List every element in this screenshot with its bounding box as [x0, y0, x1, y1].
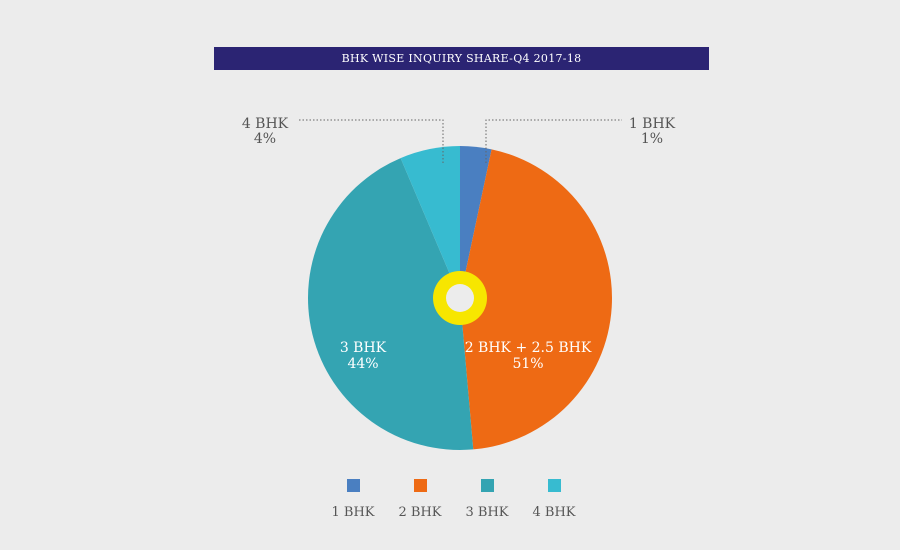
legend: 1 BHK 2 BHK 3 BHK 4 BHK: [318, 478, 598, 528]
legend-label-3bhk: 3 BHK: [465, 505, 509, 520]
label-value-1bhk: 1%: [641, 131, 663, 147]
chart-title: BHK WISE INQUIRY SHARE-Q4 2017-18: [214, 47, 709, 70]
label-category-1bhk: 1 BHK: [629, 116, 676, 132]
center-ring: [433, 271, 487, 325]
slice-1bhk: [460, 146, 492, 298]
legend-label-2bhk: 2 BHK: [398, 505, 442, 520]
label-category-4bhk: 4 BHK: [242, 116, 289, 132]
label-category-2bhk: 2 BHK + 2.5 BHK: [465, 340, 592, 356]
label-value-4bhk: 4%: [254, 131, 276, 147]
label-value-2bhk: 51%: [512, 356, 543, 372]
legend-label-4bhk: 4 BHK: [532, 505, 576, 520]
slice-2bhk: [460, 149, 612, 450]
center-ring-hole: [446, 284, 474, 312]
label-value-3bhk: 44%: [347, 356, 378, 372]
leader-line-1bhk: [485, 119, 622, 163]
label-category-3bhk: 3 BHK: [340, 340, 387, 356]
legend-item-1bhk: 1 BHK: [318, 478, 388, 520]
legend-item-4bhk: 4 BHK: [519, 478, 589, 520]
slice-3bhk: [308, 158, 474, 451]
leader-line-4bhk: [298, 119, 444, 163]
leader-lines: [298, 119, 622, 163]
legend-swatch-2bhk: [413, 479, 427, 492]
legend-swatch-1bhk: [346, 479, 360, 492]
slice-4bhk: [400, 146, 460, 298]
legend-item-3bhk: 3 BHK: [452, 478, 522, 520]
legend-item-2bhk: 2 BHK: [385, 478, 455, 520]
legend-swatch-3bhk: [480, 479, 494, 492]
legend-swatch-4bhk: [547, 479, 561, 492]
pie-slices: [308, 146, 612, 451]
legend-label-1bhk: 1 BHK: [331, 505, 375, 520]
